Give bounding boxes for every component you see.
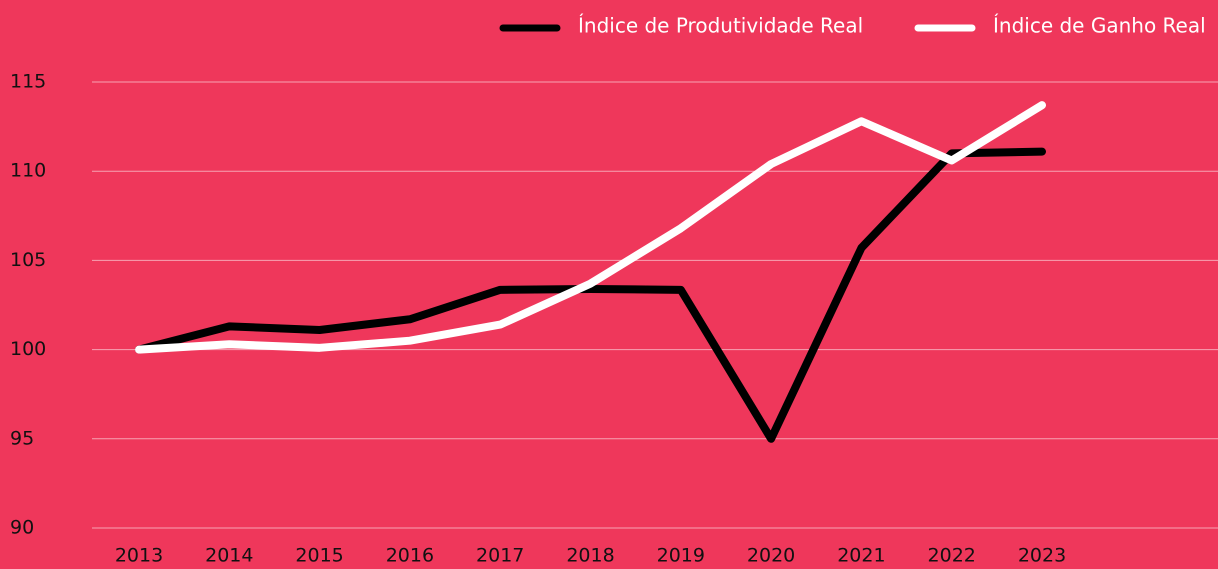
legend-label: Índice de Ganho Real	[993, 14, 1206, 38]
x-tick-label: 2022	[928, 545, 976, 567]
x-tick-label: 2013	[115, 545, 163, 567]
y-tick-label: 90	[10, 517, 34, 539]
y-tick-label: 100	[10, 338, 46, 360]
y-tick-label: 115	[10, 71, 46, 93]
y-tick-label: 105	[10, 249, 46, 271]
x-tick-label: 2023	[1018, 545, 1066, 567]
data-line	[135, 147, 1046, 443]
x-tick-label: 2015	[295, 545, 343, 567]
data-line	[135, 101, 1046, 354]
x-tick-label: 2019	[657, 545, 705, 567]
x-tick-label: 2018	[566, 545, 614, 567]
x-tick-label: 2020	[747, 545, 795, 567]
x-tick-label: 2014	[205, 545, 253, 567]
x-tick-label: 2021	[837, 545, 885, 567]
x-tick-label: 2017	[476, 545, 524, 567]
y-tick-label: 95	[10, 427, 34, 449]
legend-label: Índice de Produtividade Real	[578, 14, 863, 38]
x-tick-label: 2016	[386, 545, 434, 567]
y-tick-label: 110	[10, 160, 46, 182]
